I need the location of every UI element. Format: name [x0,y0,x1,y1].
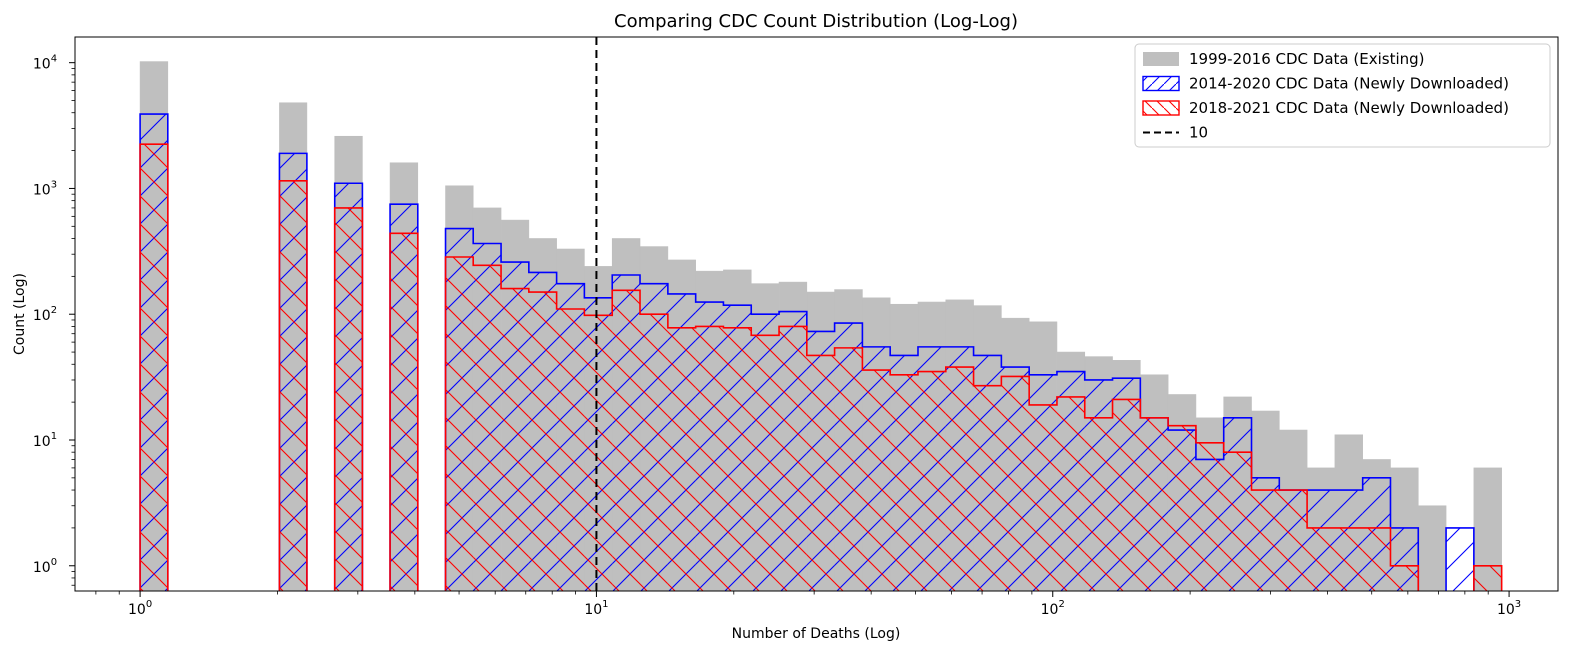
legend-swatch-2014-2020 [1142,75,1180,92]
bar-2018-2021 [584,315,613,591]
x-tick-label: 102 [1041,599,1065,618]
bar-2018-2021 [973,385,1002,591]
x-tick-label: 100 [128,599,152,618]
bar-2018-2021 [917,371,946,591]
bar-2018-2021 [640,314,668,591]
bar-2018-2021 [1168,425,1196,591]
bar-2018-2021 [862,370,891,591]
y-tick-label: 101 [33,431,57,450]
legend-label: 2018-2021 CDC Data (Newly Downloaded) [1189,99,1509,117]
bar-2018-2021 [279,180,307,591]
bar-2018-2021 [1001,376,1030,591]
bar-2018-2021 [667,327,696,591]
bar-2018-2021 [1195,442,1224,591]
x-axis: 100 101 102 103 [95,591,1521,618]
x-tick-label: 101 [584,599,608,618]
legend-label: 10 [1189,124,1208,142]
y-axis-label: Count (Log) [12,273,28,355]
legend-label: 1999-2016 CDC Data (Existing) [1189,50,1425,68]
legend-label: 2014-2020 CDC Data (Newly Downloaded) [1189,75,1509,93]
bar-2018-2021 [1473,565,1502,591]
bar-2018-2021 [1334,527,1363,591]
y-axis: 100 101 102 103 104 [33,54,75,586]
x-axis-label: Number of Deaths (Log) [732,626,901,642]
bar-2018-2021 [945,367,974,591]
bar-2018-2021 [1223,452,1252,591]
bar-2018-2021 [390,233,418,591]
bar-2018-2021 [806,355,835,591]
bar-2018-2021 [1307,527,1335,591]
series-2018-2021-bars [139,143,1503,591]
bar-2018-2021 [890,374,918,591]
existing-bar [1417,505,1447,591]
bar-2018-2021 [612,290,641,591]
bar-2018-2021 [1056,396,1085,591]
bar-2018-2021 [1112,399,1141,591]
legend-box [1134,43,1551,148]
legend-swatch-existing [1143,52,1179,66]
bar-2018-2021 [528,292,557,591]
x-tick-label: 103 [1497,599,1521,618]
bar-2018-2021 [473,265,502,591]
bar-2018-2021 [695,326,724,591]
bar-2018-2021 [140,144,168,591]
chart-title: Comparing CDC Count Distribution (Log-Lo… [614,11,1018,32]
bar-2018-2021 [1251,490,1280,591]
bar-2018-2021-outline [139,143,1503,591]
y-tick-label: 102 [33,305,57,324]
bar-2018-2021 [501,288,529,591]
bar-2018-2021 [834,347,863,591]
bar-2018-2021 [1084,417,1113,591]
bar-2018-2021 [1362,527,1391,591]
bar-2014-2020 [1446,527,1474,591]
y-tick-label: 103 [33,179,57,198]
bar-2018-2021 [1390,565,1419,591]
bar-2018-2021 [334,207,363,591]
plot-area [139,37,1503,591]
bar-2018-2021 [556,309,585,591]
legend-swatch-2018-2021 [1142,100,1180,116]
bar-2018-2021 [1029,404,1057,591]
legend: 1999-2016 CDC Data (Existing) 2014-2020 C… [1134,43,1551,148]
bar-2018-2021 [723,327,752,591]
y-tick-label: 104 [33,54,57,73]
bar-2018-2021 [1140,417,1169,591]
bar-2018-2021 [751,335,780,591]
bar-2018-2021 [1279,490,1308,591]
bar-2018-2021 [445,257,474,591]
y-tick-label: 100 [33,557,57,576]
bar-2018-2021 [779,326,807,591]
